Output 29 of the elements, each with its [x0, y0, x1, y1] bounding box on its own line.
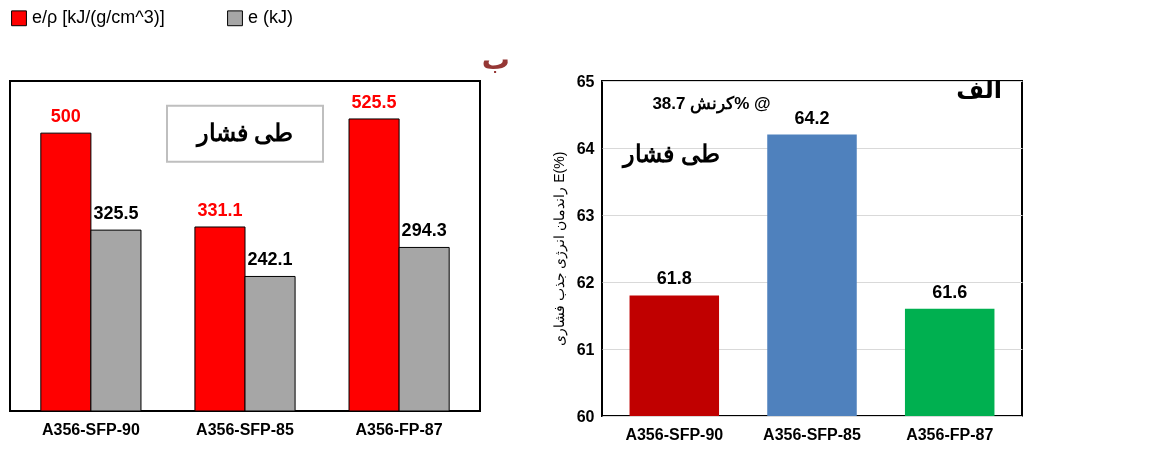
- y-tick-label: 62: [576, 273, 595, 291]
- chart-title: الف: [956, 76, 1002, 104]
- annotation: طی فشار: [621, 139, 720, 169]
- chart-title: ب: [481, 43, 510, 76]
- x-tick-label: A356-FP-87: [355, 420, 443, 438]
- legend-label: e/ρ [kJ/(g/cm^3)]: [32, 7, 165, 28]
- data-label: 61.6: [932, 281, 968, 302]
- y-tick-label: 61: [576, 340, 595, 358]
- data-label: 500: [50, 106, 81, 127]
- y-tick-label: 63: [576, 206, 595, 224]
- x-tick-label: A356-SFP-90: [625, 425, 724, 443]
- data-label: 61.8: [656, 268, 692, 289]
- legend-label: e (kJ): [248, 7, 293, 28]
- data-label: 331.1: [197, 200, 243, 220]
- annotation: طی فشار: [194, 118, 294, 148]
- data-label: 525.5: [351, 91, 397, 112]
- x-tick-label: A356-SFP-90: [41, 420, 140, 438]
- data-label: 325.5: [93, 203, 139, 224]
- y-tick-label: 64: [576, 139, 595, 157]
- y-tick-label: 65: [576, 72, 595, 90]
- data-label: 242.1: [247, 249, 293, 270]
- data-label: 64.2: [794, 107, 830, 128]
- x-tick-label: A356-SFP-85: [763, 425, 862, 443]
- annotation: کرنش 38.7% @: [652, 94, 771, 115]
- y-tick-label: 60: [576, 407, 595, 425]
- data-label: 294.3: [401, 220, 447, 241]
- x-tick-label: A356-FP-87: [906, 425, 994, 443]
- x-tick-label: A356-SFP-85: [196, 420, 295, 438]
- y-axis-title: راندمان انرژی جذب فشاری E(%): [550, 151, 568, 347]
